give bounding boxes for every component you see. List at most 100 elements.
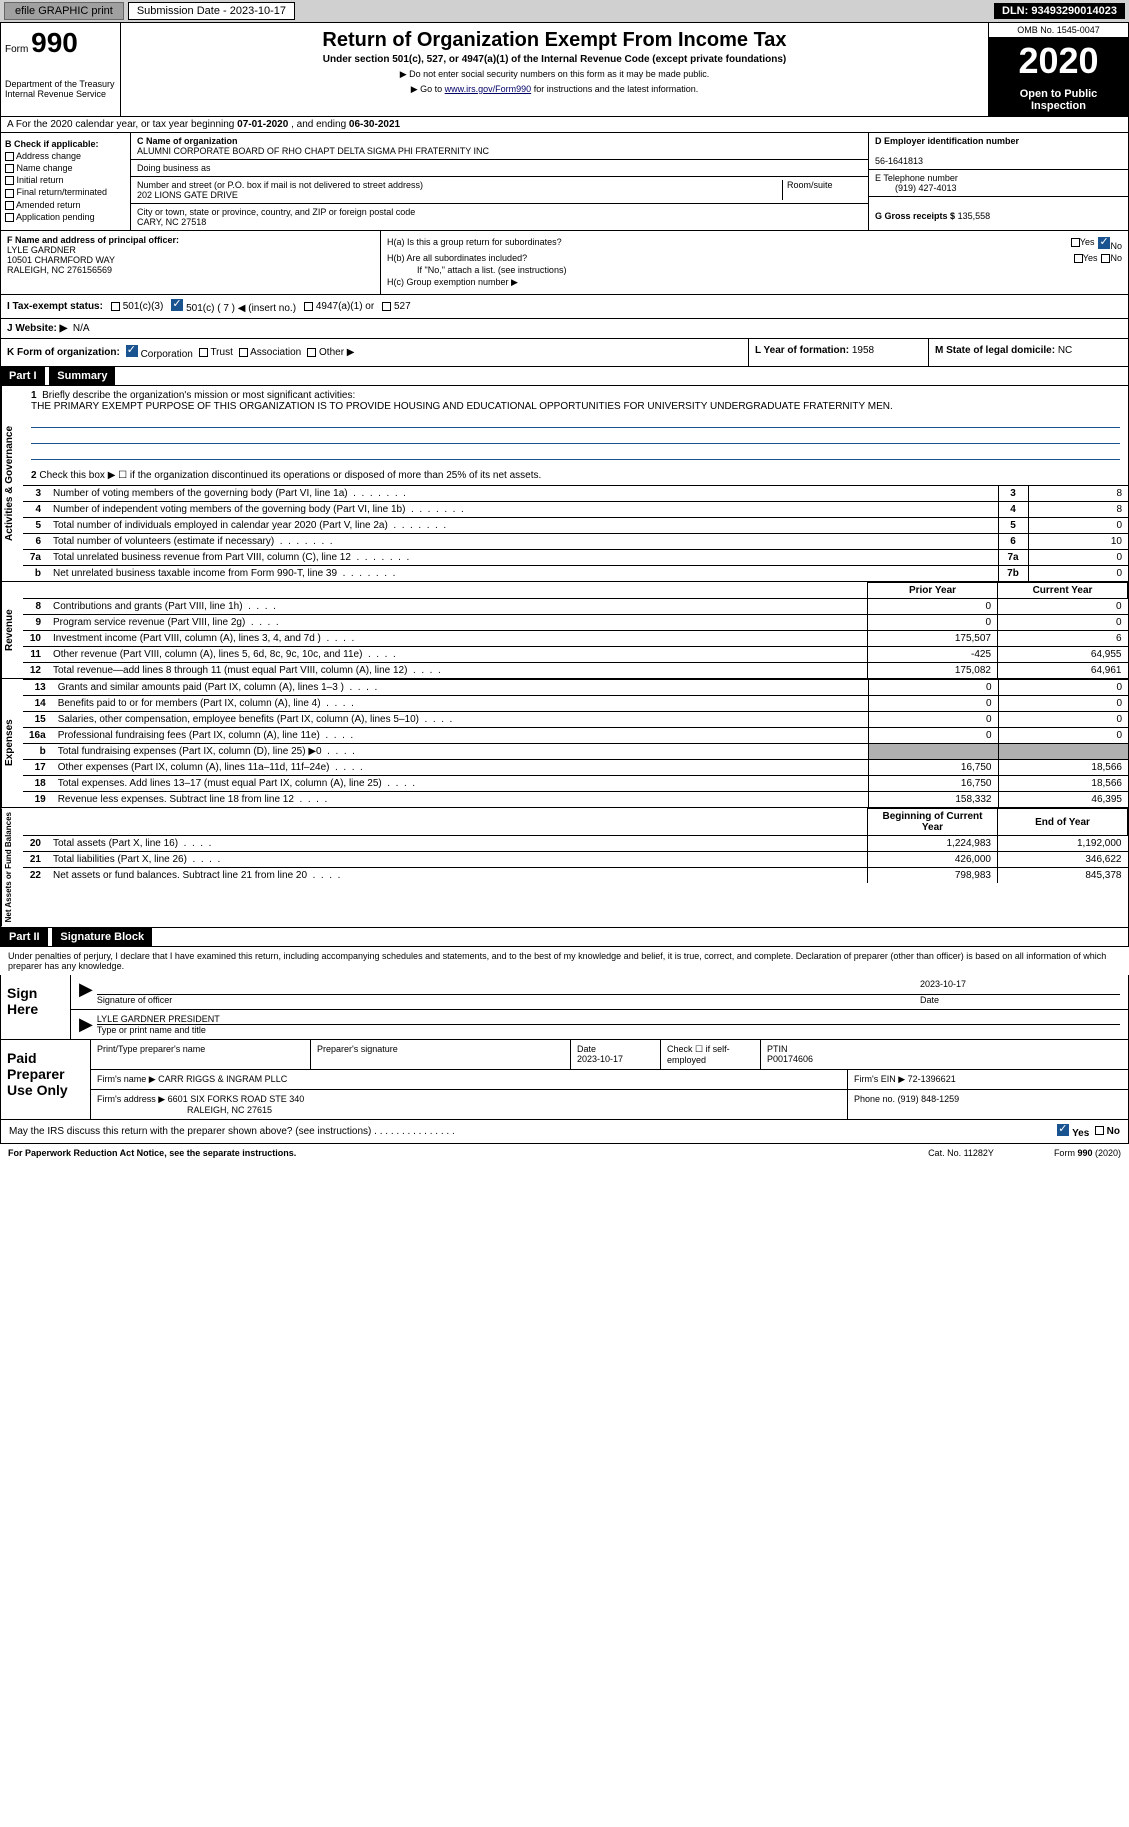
d-ein: D Employer identification number 56-1641… (869, 133, 1128, 170)
sig-date-col: 2023-10-17 Date (920, 979, 1120, 1005)
table-row: 14Benefits paid to or for members (Part … (23, 696, 1128, 712)
checkbox-icon[interactable] (199, 348, 208, 357)
hb-lbl: H(b) Are all subordinates included? (387, 253, 1070, 263)
paid-preparer-block: Paid Preparer Use Only Print/Type prepar… (0, 1040, 1129, 1120)
checkbox-checked-icon[interactable] (171, 299, 183, 311)
checkbox-icon[interactable] (5, 201, 14, 210)
table-row: 18Total expenses. Add lines 13–17 (must … (23, 776, 1128, 792)
c-city: City or town, state or province, country… (131, 204, 868, 230)
table-row: 12Total revenue—add lines 8 through 11 (… (23, 663, 1128, 679)
g-gross: G Gross receipts $ 135,558 (869, 197, 1128, 224)
hb-yes: Yes (1074, 253, 1098, 263)
exp-content: 13Grants and similar amounts paid (Part … (23, 679, 1128, 807)
mission-line (31, 446, 1120, 460)
table-row: bTotal fundraising expenses (Part IX, co… (23, 744, 1128, 760)
may-q: May the IRS discuss this return with the… (9, 1126, 371, 1137)
k-left: K Form of organization: Corporation Trus… (1, 339, 748, 366)
table-row: 15Salaries, other compensation, employee… (23, 712, 1128, 728)
sig-lbl: Signature of officer (97, 995, 172, 1005)
a-mid: , and ending (291, 119, 349, 130)
footer-r: Form 990 (2020) (1054, 1148, 1121, 1158)
col-h: H(a) Is this a group return for subordin… (381, 231, 1128, 294)
instr2-post: for instructions and the latest informat… (534, 84, 699, 94)
part2-hdr: Part II (1, 928, 48, 946)
dln: DLN: 93493290014023 (994, 3, 1125, 19)
table-row: 5Total number of individuals employed in… (23, 518, 1128, 534)
room-lbl: Room/suite (787, 180, 833, 190)
table-row: 7aTotal unrelated business revenue from … (23, 550, 1128, 566)
addr-lbl: Number and street (or P.O. box if mail i… (137, 180, 423, 190)
checkbox-icon[interactable] (1095, 1126, 1104, 1135)
paid-row-3: Firm's address ▶ 6601 SIX FORKS ROAD STE… (91, 1090, 1128, 1119)
org-city: CARY, NC 27518 (137, 217, 206, 227)
k-right: M State of legal domicile: NC (928, 339, 1128, 366)
checkbox-checked-icon[interactable] (1057, 1124, 1069, 1136)
ha-yes: Yes (1071, 237, 1095, 251)
i-o4: 527 (382, 301, 410, 312)
city-lbl: City or town, state or province, country… (137, 207, 415, 217)
summary-net: Net Assets or Fund Balances Beginning of… (0, 808, 1129, 927)
checkbox-icon[interactable] (382, 302, 391, 311)
k-o2: Trust (199, 347, 233, 358)
hc-lbl: H(c) Group exemption number ▶ (387, 277, 518, 288)
irs-link[interactable]: www.irs.gov/Form990 (445, 84, 532, 94)
checkbox-icon[interactable] (5, 189, 14, 198)
q2: 2 Check this box ▶ ☐ if the organization… (23, 466, 1128, 485)
form-header: Form 990 Department of the Treasury Inte… (0, 22, 1129, 117)
bcy-hdr: Beginning of Current Year (868, 809, 998, 836)
d-lbl: D Employer identification number (875, 136, 1019, 146)
checkbox-icon[interactable] (5, 164, 14, 173)
b-opt-5: Application pending (5, 212, 126, 222)
table-row: 21Total liabilities (Part X, line 26) . … (23, 852, 1128, 868)
ha-lbl: H(a) Is this a group return for subordin… (387, 237, 1067, 251)
checkbox-icon[interactable] (1074, 254, 1083, 263)
row-j: J Website: ▶ N/A (0, 319, 1129, 339)
footer-c: Cat. No. 11282Y (928, 1148, 994, 1158)
q1-text: Briefly describe the organization's miss… (42, 390, 355, 401)
table-row: 17Other expenses (Part IX, column (A), l… (23, 760, 1128, 776)
org-addr: 202 LIONS GATE DRIVE (137, 190, 238, 200)
checkbox-icon[interactable] (5, 213, 14, 222)
checkbox-checked-icon[interactable] (126, 345, 138, 357)
e-phone: E Telephone number (919) 427-4013 (869, 170, 1128, 197)
instruction-2: ▶ Go to www.irs.gov/Form990 for instruct… (127, 84, 982, 95)
checkbox-icon[interactable] (5, 152, 14, 161)
row-k: K Form of organization: Corporation Trus… (0, 339, 1129, 367)
sig-line-1: ▶ Signature of officer 2023-10-17 Date (71, 975, 1128, 1009)
gov-content: 1 Briefly describe the organization's mi… (23, 386, 1128, 581)
q1-num: 1 (31, 390, 37, 401)
checkbox-icon[interactable] (5, 176, 14, 185)
efile-print-button[interactable]: efile GRAPHIC print (4, 2, 124, 20)
part1-title: Summary (49, 367, 115, 385)
public-inspection: Open to Public Inspection (989, 84, 1128, 116)
arrow-icon: ▶ (79, 979, 93, 1005)
officer-name: LYLE GARDNER (7, 245, 76, 255)
instr2-pre: ▶ Go to (411, 84, 445, 94)
mission-text: THE PRIMARY EXEMPT PURPOSE OF THIS ORGAN… (31, 401, 893, 412)
officer-addr2: RALEIGH, NC 276156569 (7, 265, 112, 275)
part1-header: Part I Summary (0, 367, 1129, 386)
b-opt-1: Name change (5, 163, 126, 173)
checkbox-icon[interactable] (304, 302, 313, 311)
form-title: Return of Organization Exempt From Incom… (127, 29, 982, 52)
submission-date: Submission Date - 2023-10-17 (128, 2, 295, 20)
topbar: efile GRAPHIC print Submission Date - 20… (0, 0, 1129, 22)
mission-block: 1 Briefly describe the organization's mi… (23, 386, 1128, 466)
header-right: OMB No. 1545-0047 2020 Open to Public In… (988, 23, 1128, 116)
b-opt-3: Final return/terminated (5, 187, 126, 197)
may-yes: Yes (1057, 1124, 1089, 1139)
checkbox-icon[interactable] (111, 302, 120, 311)
ein-value: 56-1641813 (875, 156, 923, 166)
checkbox-icon[interactable] (239, 348, 248, 357)
self-emp: Check ☐ if self-employed (661, 1040, 761, 1069)
f-lbl: F Name and address of principal officer: (7, 235, 179, 245)
i-o3: 4947(a)(1) or (304, 301, 374, 312)
form-number: 990 (31, 27, 78, 58)
k-o3: Association (239, 347, 301, 358)
i-o1: 501(c)(3) (111, 301, 163, 312)
table-row: 19Revenue less expenses. Subtract line 1… (23, 792, 1128, 808)
checkbox-checked-icon[interactable] (1098, 237, 1110, 249)
checkbox-icon[interactable] (1071, 238, 1080, 247)
checkbox-icon[interactable] (307, 348, 316, 357)
table-row: 22Net assets or fund balances. Subtract … (23, 868, 1128, 884)
